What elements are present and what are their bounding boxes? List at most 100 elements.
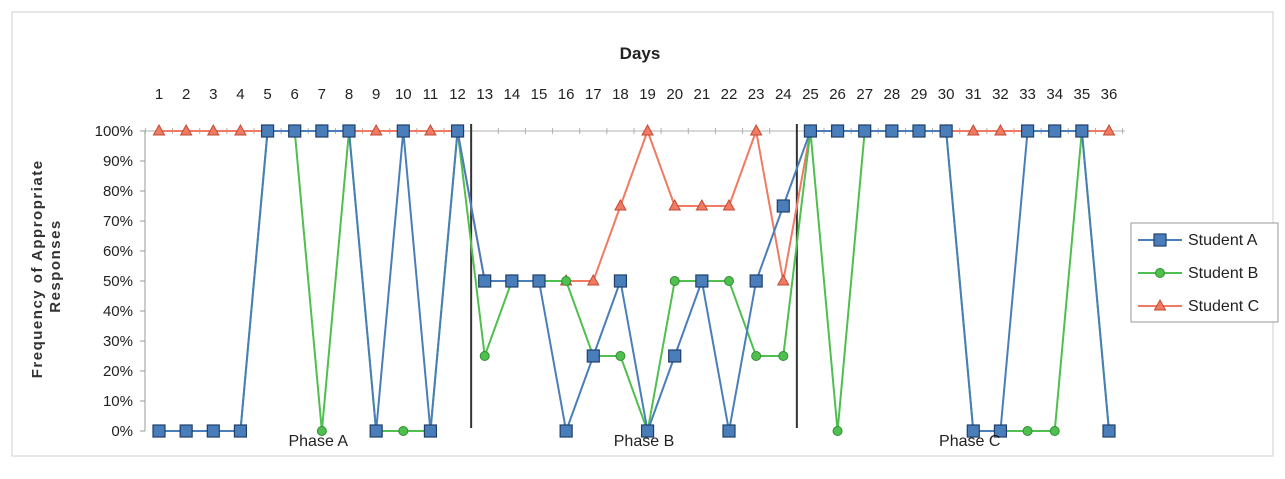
data-point (912, 124, 926, 138)
data-point (1075, 124, 1089, 138)
legend: Student A Student B Student C (1130, 222, 1279, 323)
data-point (885, 124, 899, 138)
x-tick-label: 27 (856, 86, 873, 103)
y-axis-label-line-1: Frequency of Appropriate (29, 159, 46, 378)
data-point (939, 124, 953, 138)
data-point (206, 424, 220, 438)
x-tick-label: 15 (531, 86, 548, 103)
data-point (152, 424, 166, 438)
data-point (640, 424, 655, 438)
y-tick-label: 70% (103, 213, 133, 230)
data-point (724, 276, 734, 286)
phase-label: Phase C (939, 433, 1000, 450)
x-tick-label: 29 (911, 86, 928, 103)
x-tick-label: 8 (345, 86, 353, 103)
y-tick-label: 0% (111, 423, 133, 440)
data-point (614, 198, 627, 211)
chart-border (11, 11, 1274, 457)
y-axis: 0% 10% 20% 30% 40% 50% 60% 70% 80% 90% 100% (95, 123, 146, 440)
chart-title: Days (620, 44, 661, 63)
data-point (776, 199, 790, 213)
x-tick-label: 26 (829, 86, 846, 103)
data-point (450, 124, 465, 138)
data-point (586, 273, 600, 286)
series (152, 123, 1116, 438)
data-point (695, 274, 709, 288)
data-point (751, 351, 762, 361)
data-point (966, 424, 980, 438)
x-tick-label: 23 (748, 86, 765, 103)
x-tick-labels: 1 2 3 4 5 6 7 8 9 10 11 12 13 14 15 16 17 18 19 20 21 22 23 24 2… (155, 86, 1118, 103)
y-tick-label: 100% (95, 123, 133, 140)
phase-label: Phase B (614, 433, 674, 450)
data-point (561, 276, 572, 286)
x-tick-label: 1 (155, 86, 163, 103)
legend-label: Student A (1188, 232, 1258, 249)
x-tick-label: 10 (395, 86, 412, 103)
data-point (1020, 124, 1035, 138)
data-point (803, 124, 818, 138)
legend-label: Student C (1188, 298, 1259, 315)
x-tick-label: 36 (1101, 86, 1118, 103)
data-point (778, 351, 789, 361)
data-point (288, 124, 302, 138)
data-point (396, 124, 410, 138)
series-student-a (152, 124, 1116, 438)
data-point (233, 424, 248, 438)
x-tick-label: 21 (694, 86, 711, 103)
data-point (586, 349, 600, 363)
data-point (559, 424, 573, 438)
y-tick-label: 80% (103, 183, 133, 200)
data-point (722, 198, 736, 211)
data-point (1153, 298, 1167, 311)
data-point (993, 424, 1008, 438)
x-tick-label: 7 (318, 86, 326, 103)
x-tick-label: 17 (585, 86, 602, 103)
y-axis-label-line-2: Responses (47, 219, 64, 313)
data-point (505, 274, 519, 288)
data-point (668, 198, 682, 211)
data-point (966, 123, 980, 136)
data-point (315, 124, 329, 138)
x-tick-label: 3 (209, 86, 217, 103)
data-point (830, 124, 845, 138)
data-point (532, 274, 546, 288)
phase-label: Phase A (288, 433, 348, 450)
x-tick-label: 28 (884, 86, 901, 103)
data-point (152, 123, 166, 136)
data-point (316, 426, 327, 436)
data-point (206, 123, 220, 136)
data-point (615, 351, 626, 361)
data-point (749, 274, 763, 288)
x-tick-label: 11 (423, 86, 439, 103)
data-point (1153, 233, 1167, 247)
x-tick-label: 24 (775, 86, 792, 103)
x-tick-label: 35 (1074, 86, 1091, 103)
data-point (478, 274, 492, 288)
y-tick-label: 20% (103, 363, 133, 380)
data-point (695, 198, 709, 211)
legend-item: Student A (1138, 232, 1258, 249)
x-tick-label: 19 (639, 86, 656, 103)
y-tick-label: 50% (103, 273, 133, 290)
phase-change-lines (470, 124, 798, 428)
data-point (369, 424, 383, 438)
data-point (260, 124, 275, 138)
data-point (398, 426, 409, 436)
data-point (1102, 424, 1116, 438)
data-point (1049, 426, 1060, 436)
x-tick-label: 6 (291, 86, 299, 103)
data-point (722, 424, 736, 438)
y-axis-label: Frequency of Appropriate Responses (29, 154, 64, 378)
data-point (669, 276, 680, 286)
data-point (1048, 124, 1062, 138)
data-point (423, 424, 438, 438)
y-tick-label: 60% (103, 243, 133, 260)
y-tick-label: 30% (103, 333, 133, 350)
data-point (179, 123, 193, 136)
x-tick-label: 20 (666, 86, 683, 103)
x-tick-label: 34 (1046, 86, 1063, 103)
data-point (613, 274, 628, 288)
